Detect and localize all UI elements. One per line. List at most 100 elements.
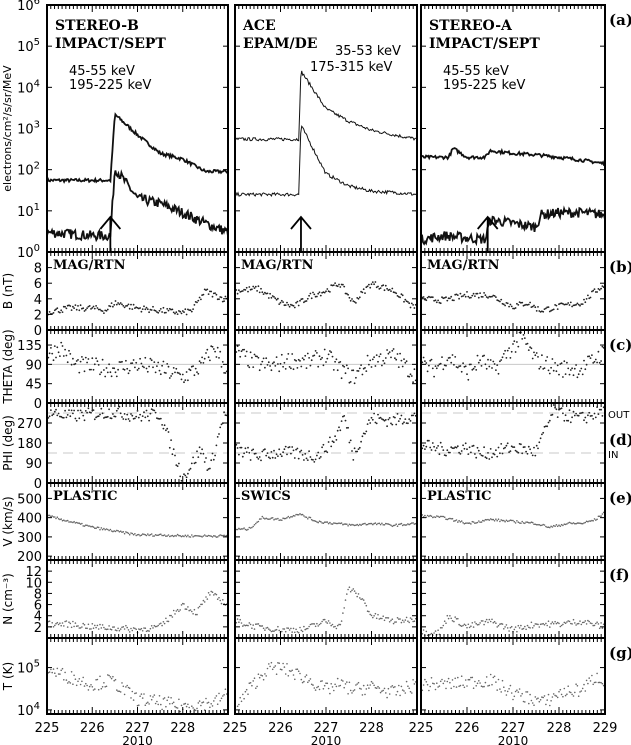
- data-point: [551, 621, 554, 623]
- data-point: [351, 369, 353, 372]
- data-point: [251, 449, 253, 452]
- data-point: [514, 626, 517, 628]
- data-point: [555, 408, 558, 411]
- data-point: [88, 628, 91, 630]
- data-point: [79, 683, 82, 686]
- data-point: [401, 422, 404, 425]
- data-point: [449, 451, 451, 454]
- data-point: [458, 685, 460, 688]
- data-point: [215, 593, 218, 596]
- data-point: [592, 362, 595, 364]
- data-point: [75, 360, 78, 362]
- data-point: [484, 294, 487, 297]
- data-point: [365, 523, 368, 526]
- data-point: [166, 620, 168, 623]
- data-point: [220, 534, 223, 537]
- data-point: [342, 523, 344, 526]
- data-point: [459, 365, 462, 367]
- data-point: [188, 469, 191, 471]
- data-point: [313, 293, 316, 296]
- data-point: [279, 453, 282, 456]
- data-point: [171, 534, 174, 537]
- data-point: [132, 303, 135, 306]
- data-point: [340, 377, 343, 380]
- data-point: [392, 348, 395, 350]
- data-point: [83, 419, 86, 422]
- data-point: [378, 288, 381, 290]
- data-point: [296, 631, 299, 633]
- data-point: [101, 412, 104, 415]
- data-point: [598, 627, 601, 630]
- data-point: [92, 526, 95, 528]
- data-point: [238, 703, 240, 706]
- data-point: [339, 429, 342, 432]
- data-point: [567, 419, 570, 422]
- data-point: [577, 695, 580, 697]
- data-point: [213, 535, 215, 537]
- data-point: [369, 286, 372, 289]
- data-point: [114, 629, 117, 631]
- data-point: [356, 523, 359, 526]
- data-point: [72, 521, 74, 524]
- data-point: [334, 282, 336, 284]
- data-point: [215, 444, 218, 447]
- data-point: [308, 357, 310, 359]
- data-point: [410, 375, 413, 377]
- data-point: [307, 627, 309, 630]
- data-point: [342, 612, 344, 614]
- data-point: [119, 412, 122, 415]
- data-point: [244, 289, 247, 291]
- data-point: [413, 683, 416, 685]
- data-point: [433, 445, 435, 448]
- data-point: [381, 617, 383, 620]
- data-point: [373, 522, 375, 525]
- data-point: [453, 620, 455, 623]
- data-point: [290, 627, 292, 630]
- data-point: [547, 620, 550, 622]
- data-point: [202, 293, 205, 296]
- data-point: [117, 530, 119, 532]
- data-point: [205, 352, 207, 354]
- data-point: [433, 632, 435, 634]
- data-point: [442, 368, 445, 371]
- data-point: [300, 629, 303, 632]
- data-point: [274, 665, 277, 667]
- data-point: [543, 425, 546, 428]
- data-point: [357, 370, 360, 372]
- data-point: [518, 627, 521, 629]
- data-point: [82, 676, 84, 679]
- data-point: [541, 696, 543, 698]
- data-point: [394, 416, 396, 419]
- data-point: [569, 301, 572, 304]
- data-point: [455, 519, 458, 521]
- data-point: [441, 515, 443, 518]
- data-point: [169, 703, 171, 705]
- energy-channel-label: 45-55 keV: [443, 64, 509, 79]
- data-point: [141, 308, 144, 310]
- panel-tag: (e): [609, 489, 631, 507]
- y-axis-label: T (K): [1, 662, 15, 691]
- data-point: [218, 692, 220, 695]
- data-point: [593, 288, 596, 290]
- data-point: [265, 675, 268, 677]
- data-point: [77, 359, 79, 361]
- data-point: [248, 451, 251, 454]
- data-point: [243, 624, 245, 626]
- data-point: [305, 516, 308, 519]
- data-point: [487, 621, 489, 624]
- data-point: [571, 305, 573, 308]
- data-point: [282, 451, 284, 454]
- data-point: [500, 622, 503, 625]
- data-point: [550, 525, 552, 528]
- data-point: [516, 630, 518, 633]
- data-point: [214, 292, 217, 294]
- data-point: [464, 679, 467, 681]
- spacecraft-title: IMPACT/SEPT: [55, 36, 166, 52]
- data-point: [123, 306, 126, 309]
- data-point: [87, 689, 90, 691]
- data-point: [488, 519, 491, 521]
- data-point: [322, 618, 325, 621]
- data-point: [330, 624, 333, 627]
- data-point: [548, 372, 551, 375]
